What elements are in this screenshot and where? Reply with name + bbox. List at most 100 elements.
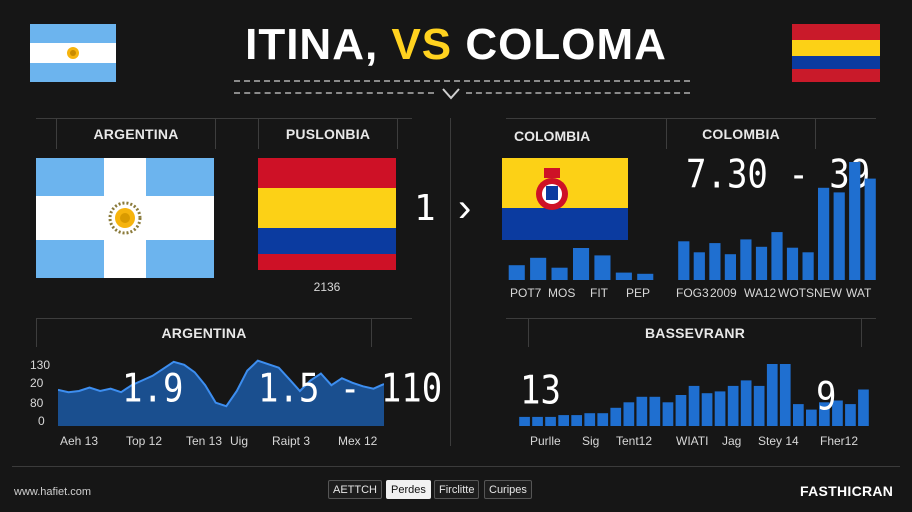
title-underline-left xyxy=(234,92,434,94)
bottom-chart-bar xyxy=(779,364,791,426)
bottom-chart-bar xyxy=(688,385,700,426)
x-tick: Mex 12 xyxy=(338,434,378,448)
bottom-chart-bar xyxy=(832,400,843,426)
colombia-flag-icon xyxy=(792,24,880,82)
mid-chart-bar xyxy=(802,252,814,280)
bottom-chart-bar xyxy=(532,416,543,426)
x-tick: Uig xyxy=(230,434,249,448)
footer-button-curipes[interactable]: Curipes xyxy=(484,480,532,499)
panel-label-colombia-1: COLOMBIA xyxy=(514,128,591,144)
mid-chart-bar xyxy=(693,252,705,280)
y-tick: 20 xyxy=(30,376,44,390)
small-chart-bar xyxy=(551,267,568,280)
footer-button-perdes[interactable]: Perdes xyxy=(386,480,431,499)
mid-chart-bar xyxy=(833,192,845,280)
mid-chart-bar xyxy=(678,241,690,280)
x-tick: Ten 13 xyxy=(186,434,223,448)
small-chart-bar xyxy=(530,257,547,280)
small-bar-chart xyxy=(508,248,654,280)
divider xyxy=(36,118,412,119)
mid-chart-bar xyxy=(849,162,861,280)
mid-chart-bar xyxy=(755,246,768,280)
mid-chart-bar xyxy=(864,178,876,280)
x-tick: Raipt 3 xyxy=(272,434,311,448)
mid-chart-xtick: WAT xyxy=(846,286,872,300)
mid-chart-bar xyxy=(740,239,752,280)
mid-chart-xtick: FOG3 xyxy=(676,286,709,300)
page-title: ITINA, VS COLOMA xyxy=(0,20,912,70)
bottom-chart-bar xyxy=(806,409,817,426)
mid-chart-xtick: 2009 xyxy=(710,286,737,300)
footer-brand-right: FASTHICRAN xyxy=(800,483,894,499)
small-chart-bar xyxy=(594,255,611,280)
bottom-bar-chart xyxy=(519,364,869,426)
small-chart-xtick: PEP xyxy=(626,286,651,300)
mid-chart-bar xyxy=(709,243,721,280)
chart-label-bassevranr: BASSEVRANR xyxy=(528,318,862,347)
bottom-xtick: Fher12 xyxy=(820,434,859,448)
small-chart-bar xyxy=(508,265,525,280)
mid-chart-xtick: WOTS xyxy=(778,286,814,300)
bottom-chart-bar xyxy=(610,407,622,426)
bottom-chart-bar xyxy=(753,385,765,426)
bottom-xtick: Purlle xyxy=(530,434,561,448)
x-tick: Top 12 xyxy=(126,434,163,448)
mid-chart-xtick: WA12 xyxy=(744,286,777,300)
bottom-annotation-1: 13 xyxy=(520,368,561,414)
footer-brand-left: www.hafiet.com xyxy=(14,486,92,498)
area-line xyxy=(58,359,384,408)
bottom-chart-bar xyxy=(623,402,635,426)
bottom-chart-bar xyxy=(584,413,596,426)
mid-bar-chart xyxy=(678,162,876,280)
small-chart-xtick: MOS xyxy=(548,286,576,300)
mid-chart-bar xyxy=(818,187,830,280)
panel-label-puslonbia: PUSLONBIA xyxy=(258,118,398,149)
small-chart-xtick: POT7 xyxy=(510,286,542,300)
colombia-flag-crest-icon xyxy=(502,158,628,240)
bottom-xtick: Stey 14 xyxy=(758,434,799,448)
bottom-xtick: WIATI xyxy=(676,434,709,448)
bottom-chart-bar xyxy=(662,402,674,426)
bottom-chart-bar xyxy=(519,416,530,426)
mid-chart-bar xyxy=(724,254,736,280)
chevron-down-icon xyxy=(442,88,460,100)
colombia-flag-medium-icon xyxy=(258,158,396,270)
bottom-chart-bar xyxy=(858,389,869,426)
bottom-chart-bar xyxy=(675,395,687,426)
title-right: COLOMA xyxy=(465,20,667,69)
mid-chart-bar xyxy=(771,232,783,280)
bottom-chart-bar xyxy=(727,385,739,426)
bottom-xtick: Jag xyxy=(722,434,742,448)
small-chart-xtick: FIT xyxy=(590,286,608,300)
chart-annotation-2: 1.5 - 110 xyxy=(258,366,443,412)
argentina-flag-large-icon xyxy=(36,158,214,278)
bottom-chart-bar xyxy=(766,364,778,426)
panel-label-colombia-2: COLOMBIA xyxy=(666,118,816,149)
mid-chart-bar xyxy=(786,247,799,280)
bottom-chart-bar xyxy=(558,415,569,426)
argentina-flag-icon xyxy=(30,24,116,82)
footer-divider xyxy=(12,466,900,467)
title-left: ITINA, xyxy=(245,20,379,69)
bottom-chart-bar xyxy=(845,404,856,426)
bottom-chart-bar xyxy=(819,402,830,426)
y-tick: 130 xyxy=(30,358,51,372)
bottom-chart-bar xyxy=(740,380,752,426)
area-fill xyxy=(58,360,384,426)
bottom-chart-bar xyxy=(649,396,661,426)
center-divider xyxy=(450,118,451,446)
footer-button-aettch[interactable]: AETTCH xyxy=(328,480,382,499)
small-chart-bar xyxy=(615,272,632,280)
score-number: 1 xyxy=(414,188,436,229)
bottom-chart-bar xyxy=(714,391,726,426)
footer-button-firclitte[interactable]: Firclitte xyxy=(434,480,480,499)
bottom-chart-bar xyxy=(701,393,713,426)
panel-label-argentina: ARGENTINA xyxy=(56,118,216,149)
chart-annotation-1: 1.9 xyxy=(122,366,184,412)
small-chart-bar xyxy=(637,273,654,280)
bottom-annotation-2: 9 xyxy=(816,374,837,420)
bottom-chart-bar xyxy=(636,396,648,426)
small-chart-bar xyxy=(573,248,590,280)
x-tick: Aeh 13 xyxy=(60,434,99,448)
flag-caption: 2136 xyxy=(313,280,341,294)
